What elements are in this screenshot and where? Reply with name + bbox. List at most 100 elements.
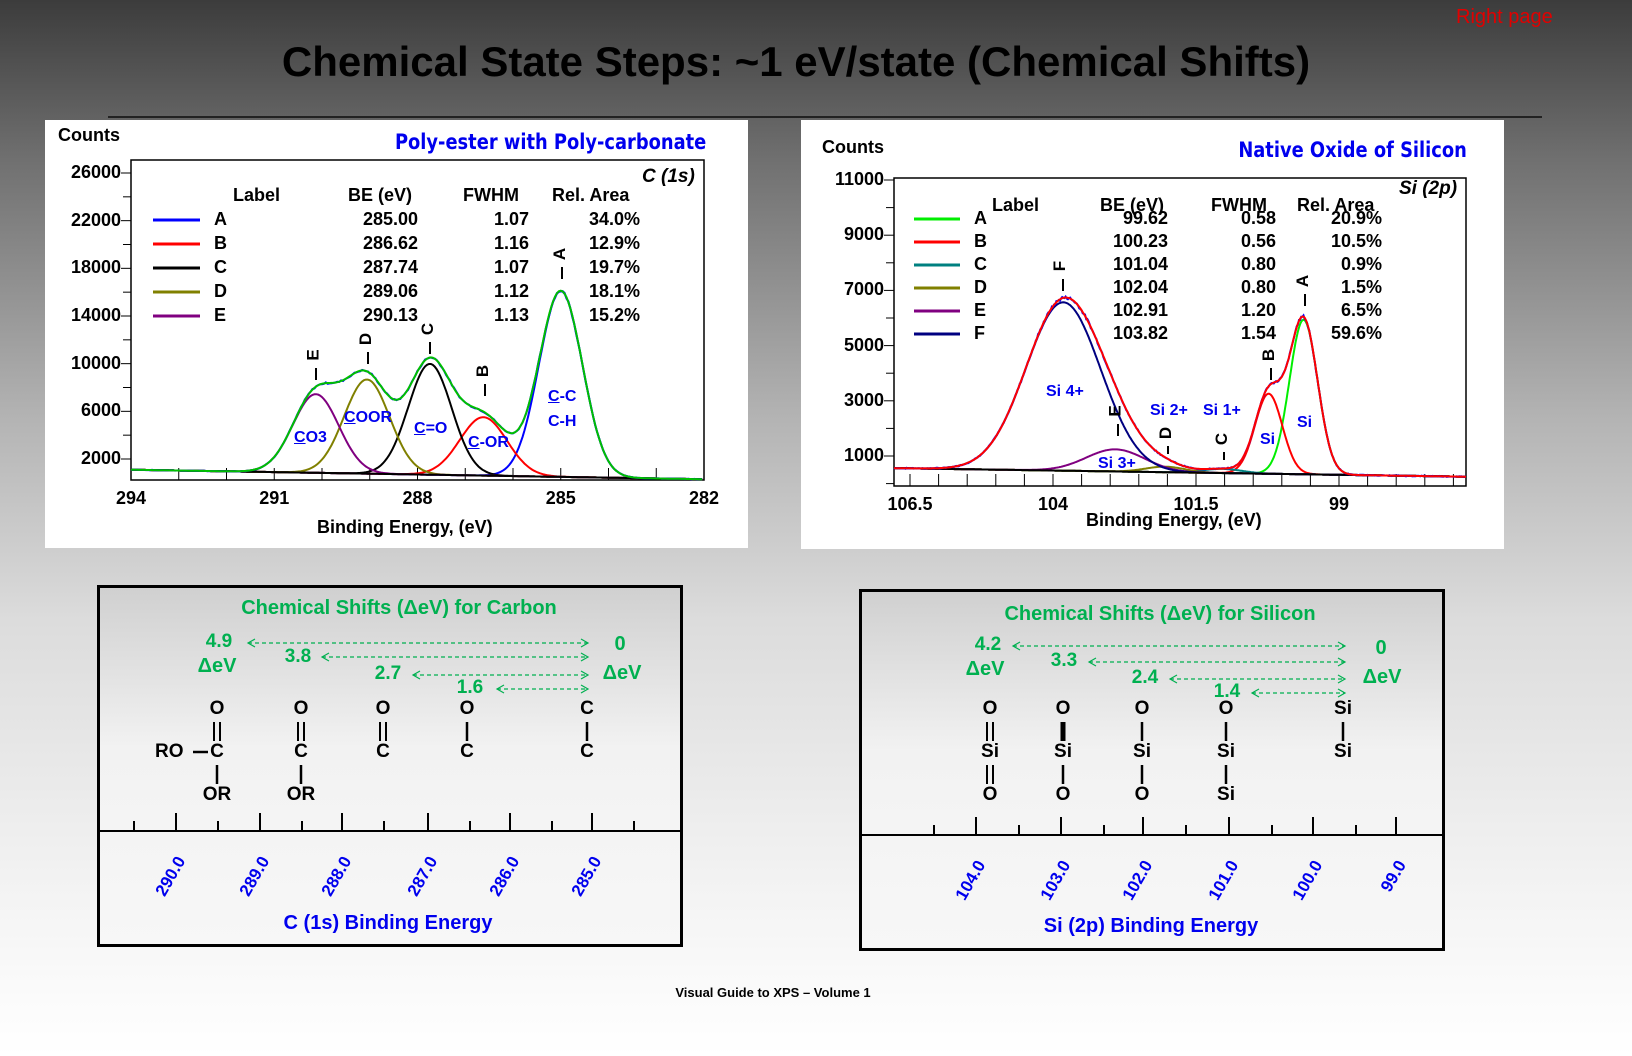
legend-label: A [214,209,227,229]
legend-label: C [974,254,987,274]
energy-axis-tick [1312,817,1314,834]
silicon-ylabel: Counts [822,137,884,157]
arrowhead-icon [1011,641,1347,651]
peak-assignment: Si 3+ [1098,455,1136,472]
peak-assignment: Si [1297,414,1313,431]
energy-axis-tick [1142,817,1144,834]
legend-area: 10.5% [1330,231,1382,251]
peak-assignment: C-C C-H [548,388,577,430]
legend-header: Label [992,195,1040,215]
legend-fwhm: 1.12 [493,281,529,301]
carbon-shift-box [97,585,683,947]
peak-assignment: Si 2+ [1150,402,1188,419]
structure-atom: O [375,698,391,719]
shift-value: 1.4 [1213,681,1241,702]
y-tick-label: 5000 [843,334,884,355]
silicon-shift-box [859,589,1445,951]
y-tick-label: 1000 [843,445,884,465]
arrowhead-icon [1168,674,1347,684]
x-tick-label: 288 [402,488,433,508]
peak-assignment: CO3 [294,429,327,446]
legend-be: 290.13 [362,305,418,325]
legend-be: 101.04 [1112,254,1168,274]
delta-ev-unit: ΔeV [602,662,642,684]
energy-axis-tick [175,813,177,830]
carbon-xlabel: Binding Energy, (eV) [317,517,493,537]
energy-axis-minor-tick [133,821,135,830]
peak-assignment: Si [1260,431,1276,448]
structure-atom: Si [981,741,999,762]
legend-area: 19.7% [588,257,640,277]
structure-atom: O [1134,784,1150,805]
legend-area: 12.9% [588,233,640,253]
energy-axis-minor-tick [217,821,219,830]
structure-atom: O [209,698,225,719]
legend-fwhm: 0.58 [1240,208,1276,228]
legend-header: Label [233,185,281,205]
peak-assignment: Si 4+ [1046,383,1084,400]
structure-atom: O [1134,698,1150,719]
legend-be: 102.91 [1112,300,1168,320]
shift-box-title: Chemical Shifts (ΔeV) for Silicon [1004,603,1316,625]
legend-header: FWHM [463,185,519,205]
shift-value: 1.6 [456,677,484,698]
energy-axis-minor-tick [932,825,935,834]
footer-text: Visual Guide to XPS – Volume 1 [675,985,871,1000]
energy-axis-minor-tick [551,821,553,830]
legend-label: E [974,300,987,320]
y-tick-label: 26000 [70,161,121,182]
delta-ev-unit: ΔeV [1362,666,1402,688]
arrowhead-icon [1250,688,1347,698]
arrowhead-icon [1087,657,1347,667]
carbon-chart-title: Poly-ester with Poly-carbonate [394,130,706,154]
shift-value: 4.2 [974,634,1002,655]
x-tick-label: 99 [1328,494,1350,514]
binding-energy-axis-label: C (1s) Binding Energy [283,912,493,934]
silicon-chart-title: Native Oxide of Silicon [1238,138,1467,162]
structure-atom: O [982,698,998,719]
legend-fwhm: 1.07 [493,209,529,229]
peak-assignment: Si 1+ [1203,402,1241,419]
x-tick-label: 104 [1037,494,1069,514]
envelope [130,289,703,481]
legend-area: 59.6% [1330,323,1382,343]
y-tick-label: 9000 [843,224,884,245]
shift-value: 2.7 [374,663,402,684]
structure-side-group: RO [155,741,184,762]
energy-axis-tick [1395,817,1397,834]
energy-axis-tick [1228,817,1230,834]
shift-value: 2.4 [1131,667,1159,688]
x-tick-label: 291 [259,488,290,508]
energy-axis-minor-tick [1017,825,1020,834]
x-tick-label: 294 [115,488,147,508]
legend-header: BE (eV) [1100,195,1165,215]
legend-fwhm: 1.16 [493,233,529,253]
energy-axis-minor-tick [1354,825,1357,834]
energy-axis-tick [975,817,977,834]
legend-header: Rel. Area [1297,195,1375,215]
energy-axis-minor-tick [469,821,471,830]
structure-atom: C [460,741,474,762]
energy-axis-minor-tick [383,821,385,830]
arrowhead-icon [411,670,590,680]
peak-assignment: COOR [344,409,393,426]
legend-be: 99.62 [1122,208,1168,228]
binding-energy-axis-label: Si (2p) Binding Energy [1043,915,1259,937]
silicon-xlabel: Binding Energy, (eV) [1086,510,1262,530]
structure-atom: O [1055,698,1071,719]
structure-atom: Si [1217,741,1235,762]
structure-atom: Si [1133,741,1151,762]
structure-atom: C [580,741,594,762]
zero-shift-label: 0 [1375,637,1387,659]
structure-atom: Si [1334,698,1352,719]
arrowhead-icon [246,638,590,648]
structure-atom: Si [1217,784,1235,805]
carbon-ylabel: Counts [58,125,120,145]
y-tick-label: 11000 [834,169,884,189]
legend-label: D [974,277,987,297]
legend-label: A [974,208,987,228]
structure-atom: O [459,698,475,719]
